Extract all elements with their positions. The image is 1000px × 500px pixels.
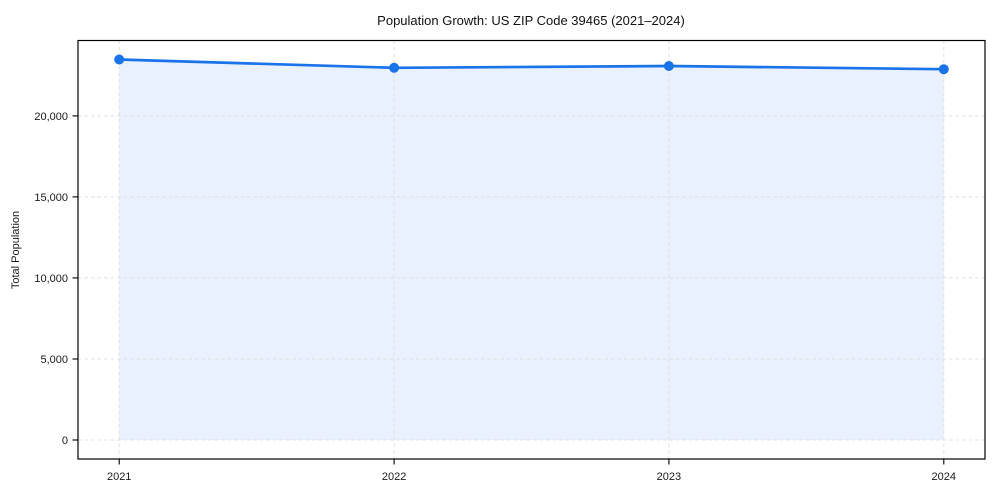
y-tick-label-10000: 10,000: [34, 273, 68, 285]
x-tick-label-2021: 2021: [107, 471, 131, 483]
data-point-2024: [938, 64, 949, 75]
trend-line: [117, 58, 946, 71]
y-tick-label-5000: 5,000: [40, 354, 68, 366]
data-point-2021: [114, 54, 125, 65]
y-tick-label-0: 0: [62, 435, 68, 447]
x-tick-label-2022: 2022: [382, 471, 406, 483]
plot-area: 0 5,000 10,000 15,000 20,000 2021 2022 2023 2024: [34, 39, 986, 483]
data-point-2023: [663, 61, 674, 71]
y-tick-label-15000: 15,000: [34, 192, 68, 204]
chart-title: Population Growth: US ZIP Code 39465 (20…: [377, 13, 685, 28]
x-tick-label-2024: 2024: [932, 471, 956, 483]
axes-border: [77, 39, 986, 460]
area-fill: [119, 59, 944, 440]
data-point-2022: [389, 62, 400, 73]
x-tick-label-2023: 2023: [657, 471, 681, 483]
y-axis-label: Total Population: [10, 211, 22, 289]
y-tick-label-20000: 20,000: [34, 111, 68, 123]
